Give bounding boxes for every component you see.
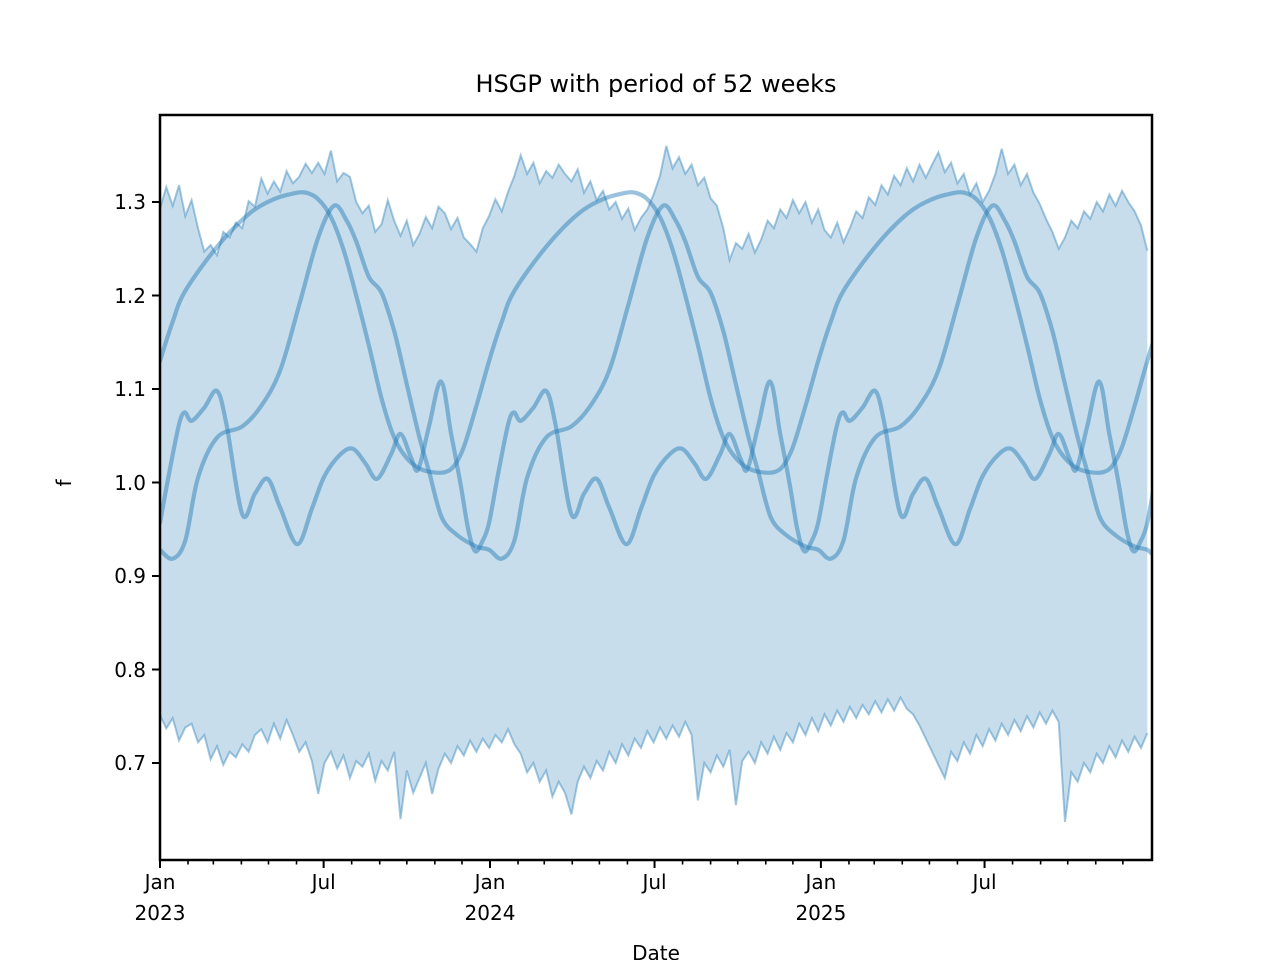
gp-sample-3 — [160, 379, 1152, 554]
y-tick-label: 1.3 — [114, 190, 146, 214]
y-tick-label: 1.2 — [114, 283, 146, 308]
y-tick-label: 0.8 — [114, 657, 146, 682]
x-tick-label: Jul — [642, 870, 667, 894]
x-tick-year-label: 2024 — [464, 901, 516, 925]
y-tick-label: 0.7 — [114, 751, 146, 775]
x-tick-label: Jan — [805, 870, 837, 894]
x-tick-label: Jul — [972, 870, 997, 894]
y-tick-label: 1.1 — [114, 377, 146, 401]
y-tick-label: 1.0 — [114, 470, 146, 495]
axes-spines — [158, 113, 1154, 862]
y-tick-label: 0.9 — [114, 564, 146, 588]
x-tick-label: Jan — [144, 870, 176, 894]
gp-sample-1 — [160, 190, 1152, 475]
hdi-band-lower-edge — [160, 695, 1149, 823]
hdi-band-upper-edge — [160, 145, 1149, 264]
x-axis-label: Date — [632, 941, 680, 960]
x-tick-year-label: 2023 — [134, 901, 186, 925]
gp-sample-2 — [160, 203, 1152, 561]
hdi-band — [160, 145, 1148, 822]
x-tick-label: Jul — [311, 870, 336, 894]
x-tick-label: Jan — [474, 870, 506, 894]
chart-title: HSGP with period of 52 weeks — [475, 70, 837, 98]
x-tick-year-label: 2025 — [795, 901, 847, 925]
